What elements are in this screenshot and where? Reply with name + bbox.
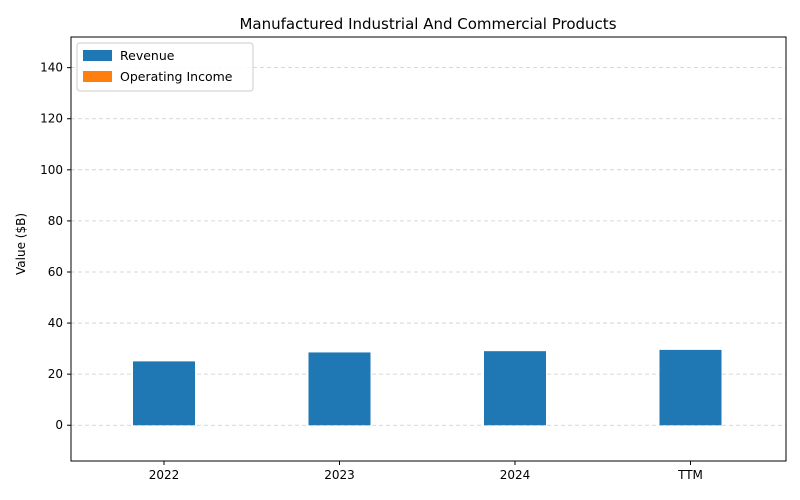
ticks: 0 20 40 60 80 100 120 140 2022 2023 2024 TTM [40, 61, 703, 482]
y-tick-label: 100 [40, 163, 63, 177]
y-tick-label: 120 [40, 112, 63, 126]
legend: Revenue Operating Income [76, 42, 254, 92]
legend-swatch-revenue [83, 50, 112, 61]
bar-revenue-2022 [133, 361, 195, 426]
plot-frame [70, 36, 787, 462]
legend-box [76, 42, 254, 92]
x-tick-label: 2022 [149, 468, 180, 482]
legend-label-revenue: Revenue [120, 48, 175, 63]
y-tick-label: 40 [48, 316, 63, 330]
bars [133, 349, 784, 426]
y-axis-title: Value ($B) [14, 213, 28, 275]
chart-title: Manufactured Industrial And Commercial P… [239, 15, 616, 33]
x-tick-label: 2023 [324, 468, 355, 482]
x-tick-label: TTM [677, 468, 703, 482]
y-tick-label: 60 [48, 265, 63, 279]
bar-revenue-ttm [659, 349, 722, 426]
y-tick-label: 80 [48, 214, 63, 228]
x-tick-label: 2024 [500, 468, 531, 482]
bar-revenue-2023 [308, 352, 371, 426]
y-tick-label: 140 [40, 61, 63, 75]
y-tick-label: 0 [55, 418, 63, 432]
bar-revenue-2024 [484, 351, 546, 426]
y-tick-label: 20 [48, 367, 63, 381]
legend-swatch-operating-income [83, 71, 112, 82]
legend-label-operating-income: Operating Income [120, 69, 233, 84]
